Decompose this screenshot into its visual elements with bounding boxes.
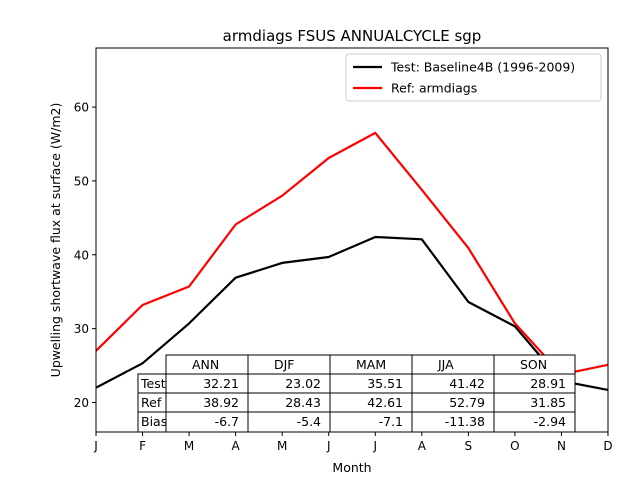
- x-tick-label: O: [510, 439, 519, 453]
- x-tick-label: A: [232, 439, 241, 453]
- x-tick-label: M: [184, 439, 194, 453]
- table-column-label: JJA: [437, 357, 454, 372]
- y-tick-label: 50: [74, 174, 89, 188]
- x-tick-label: D: [603, 439, 612, 453]
- x-tick-label: J: [93, 439, 98, 453]
- table-cell-value: 38.92: [203, 395, 239, 410]
- x-axis-label: Month: [332, 460, 371, 475]
- x-tick-label: J: [326, 439, 331, 453]
- x-tick-label: N: [557, 439, 566, 453]
- table-cell-value: 35.51: [367, 376, 403, 391]
- table-row-label: Test: [140, 376, 166, 391]
- y-tick-label: 60: [74, 101, 89, 115]
- table-column-label: DJF: [274, 357, 295, 372]
- table-cell-value: -5.4: [297, 414, 321, 429]
- table-cell-value: 52.79: [449, 395, 485, 410]
- table-column-label: MAM: [356, 357, 386, 372]
- chart-title: armdiags FSUS ANNUALCYCLE sgp: [223, 27, 482, 45]
- table-row-label: Ref: [141, 395, 162, 410]
- table-cell-value: -11.38: [445, 414, 485, 429]
- x-tick-label: J: [372, 439, 377, 453]
- x-tick-label: S: [465, 439, 473, 453]
- table-cell-value: 32.21: [203, 376, 239, 391]
- table-cell-value: 42.61: [367, 395, 403, 410]
- table-column-label: ANN: [192, 357, 219, 372]
- y-tick-label: 20: [74, 396, 89, 410]
- table-cell-value: 28.43: [285, 395, 321, 410]
- table-cell-value: 23.02: [285, 376, 321, 391]
- legend-label: Ref: armdiags: [391, 81, 477, 96]
- series-line-test: [95, 235, 609, 391]
- stats-table: ANN DJF MAM JJA SON Test 32.21 23.02 35.51 41.42 2…: [137, 354, 576, 433]
- y-tick-label: 30: [74, 322, 89, 336]
- series-line-ref: [95, 131, 609, 376]
- legend-label: Test: Baseline4B (1996-2009): [390, 60, 575, 75]
- table-cell-value: 28.91: [530, 376, 566, 391]
- table-cell-value: 31.85: [530, 395, 566, 410]
- table-cell-value: -2.94: [534, 414, 566, 429]
- y-tick-label: 40: [74, 248, 89, 262]
- x-tick-label: A: [418, 439, 427, 453]
- table-column-label: SON: [520, 357, 547, 372]
- table-cell-value: -7.1: [379, 414, 403, 429]
- series-lines: [95, 131, 609, 391]
- table-cell-value: -6.7: [215, 414, 239, 429]
- table-row-label: Bias: [141, 414, 167, 429]
- table-cell: [493, 411, 576, 433]
- x-tick-label: M: [277, 439, 287, 453]
- legend: Test: Baseline4B (1996-2009) Ref: armdiag…: [345, 53, 602, 102]
- table-cell-value: 41.42: [449, 376, 485, 391]
- legend-box: [345, 53, 602, 102]
- y-axis-label: Upwelling shortwave flux at surface (W/m…: [48, 103, 63, 378]
- x-tick-label: F: [139, 439, 146, 453]
